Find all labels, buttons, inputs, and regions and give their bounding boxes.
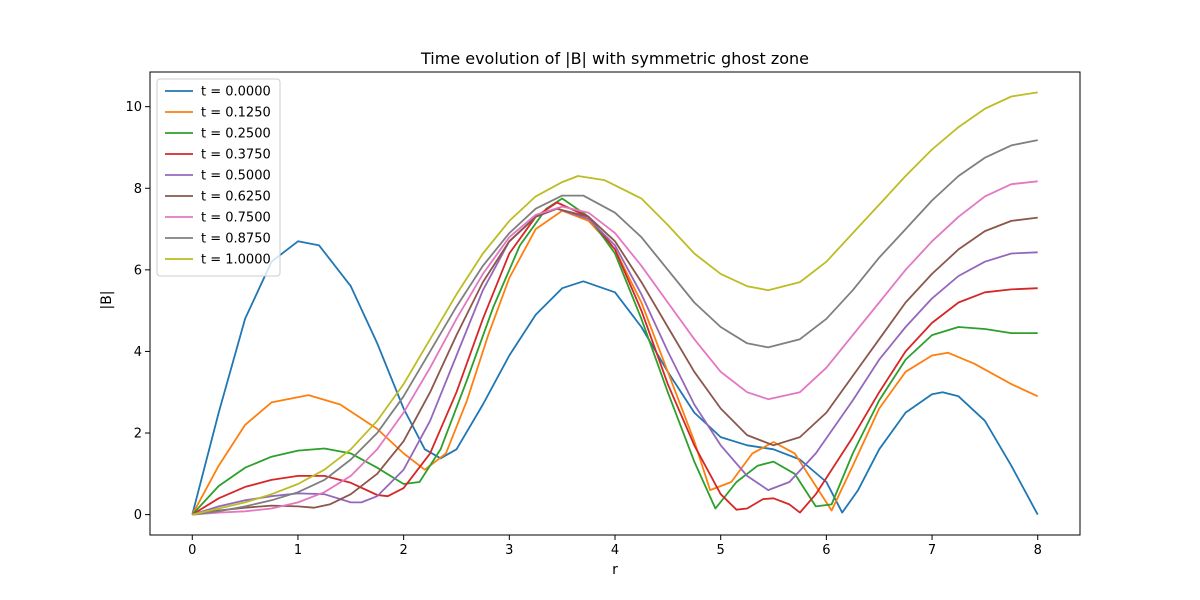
- x-tick-label: 5: [717, 543, 725, 558]
- x-tick-label: 1: [294, 543, 302, 558]
- series-line-0: [191, 240, 1039, 516]
- y-tick-label: 8: [134, 182, 142, 197]
- legend: t = 0.0000 t = 0.1250 t = 0.2500 t = 0.3750…: [156, 78, 281, 277]
- y-axis-label: |B|: [99, 290, 115, 309]
- series-line-8: [192, 91, 1038, 516]
- x-tick-label: 2: [399, 543, 407, 558]
- legend-label: t = 0.5000: [201, 169, 271, 184]
- y-tick-label: 4: [134, 345, 142, 360]
- x-tick-label: 7: [928, 543, 936, 558]
- series-line-4: [192, 207, 1038, 516]
- legend-label: t = 0.0000: [201, 85, 271, 100]
- x-tick-label: 8: [1034, 543, 1042, 558]
- series-line-6: [192, 180, 1038, 516]
- x-tick-label: 6: [822, 543, 830, 558]
- series-line-7: [192, 139, 1038, 516]
- x-tick-label: 4: [611, 543, 619, 558]
- legend-label: t = 0.8750: [201, 232, 271, 247]
- y-tick-label: 0: [134, 508, 142, 523]
- y-tick-label: 6: [134, 263, 142, 278]
- legend-label: t = 0.1250: [201, 106, 271, 121]
- series-line-1: [191, 209, 1039, 516]
- legend-label: t = 0.3750: [201, 148, 271, 163]
- y-tick-label: 2: [134, 427, 142, 442]
- y-tick-label: 10: [125, 100, 142, 115]
- legend-label: t = 0.6250: [201, 190, 271, 205]
- plot-area: 0 1 2 3 4 5 6 7 8 0 2 4 6 8 10: [125, 71, 1081, 558]
- x-axis-label: r: [612, 562, 618, 578]
- chart-title: Time evolution of |B| with symmetric gho…: [420, 49, 809, 68]
- x-tick-label: 0: [188, 543, 196, 558]
- series-line-3: [191, 201, 1038, 516]
- series-line-5: [192, 207, 1038, 516]
- legend-label: t = 0.7500: [201, 211, 271, 226]
- legend-label: t = 0.2500: [201, 127, 271, 142]
- legend-label: t = 1.0000: [201, 253, 271, 268]
- x-tick-label: 3: [505, 543, 513, 558]
- legend-box: [156, 78, 281, 277]
